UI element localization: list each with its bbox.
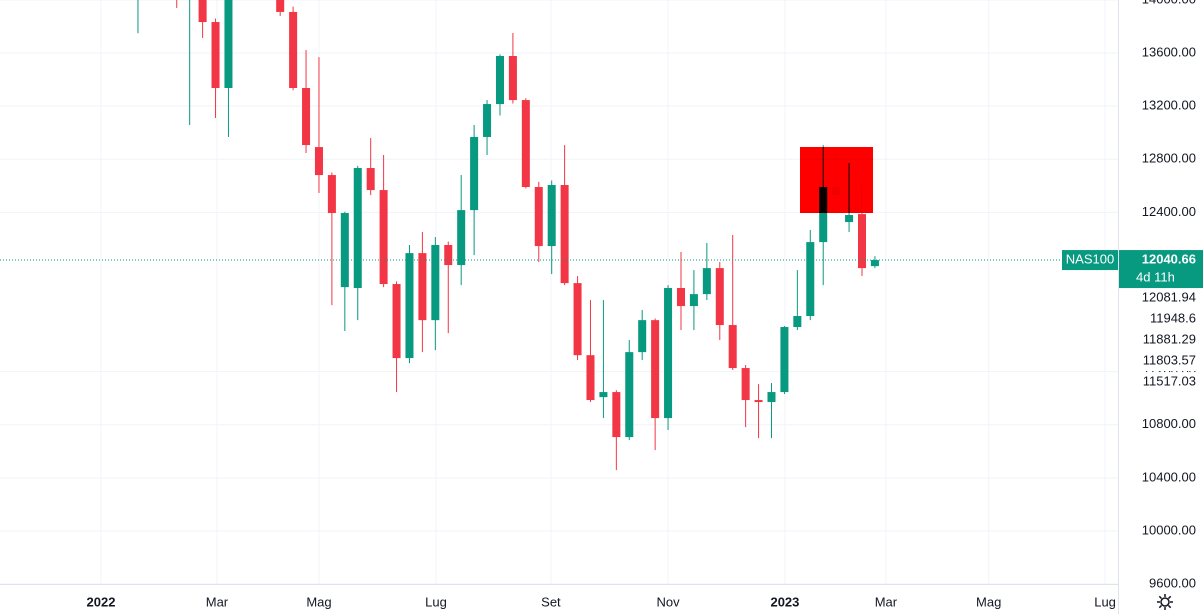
candle-body xyxy=(664,288,673,419)
candle-body xyxy=(754,400,763,403)
countdown-label: 4d 11h xyxy=(1136,269,1175,284)
y-tick-label: 12800.00 xyxy=(1142,151,1196,166)
y-tick-label: 10000.00 xyxy=(1142,522,1196,537)
candle-body xyxy=(392,284,401,359)
candle-body xyxy=(870,260,879,267)
candle-body xyxy=(457,210,466,266)
candle-body xyxy=(547,185,556,247)
y-tick-label: 10400.00 xyxy=(1142,469,1196,484)
candle-body xyxy=(767,392,776,403)
y-tick-label: 12400.00 xyxy=(1142,204,1196,219)
price-label: 11881.29 xyxy=(1143,331,1196,346)
x-tick-label: Mar xyxy=(206,594,229,609)
candle-body xyxy=(211,22,220,88)
price-label-bg xyxy=(1119,288,1203,309)
price-label: 12081.94 xyxy=(1142,289,1196,304)
candle-body xyxy=(224,0,233,88)
last-price-label: 12040.66 xyxy=(1142,251,1196,266)
x-tick-label: Mag xyxy=(306,594,331,609)
candle-body xyxy=(418,253,427,321)
candle-body xyxy=(483,104,492,137)
candle-body xyxy=(444,245,453,266)
x-tick-label: 2023 xyxy=(770,594,799,609)
price-label-bg xyxy=(1119,330,1203,351)
y-tick-label: 13600.00 xyxy=(1142,45,1196,60)
symbol-label: NAS100 xyxy=(1066,251,1114,266)
x-tick-label: Mag xyxy=(976,594,1001,609)
candle-body xyxy=(327,175,336,214)
candle-body xyxy=(470,136,479,211)
candle-body xyxy=(857,214,867,269)
x-tick-label: Nov xyxy=(656,594,680,609)
candle-body xyxy=(819,187,828,243)
y-tick-label: 13200.00 xyxy=(1142,98,1196,113)
candle-body xyxy=(586,355,595,401)
price-label-bg xyxy=(1119,372,1203,393)
candle-body xyxy=(741,368,750,401)
candle-body xyxy=(625,352,634,438)
x-tick-label: Set xyxy=(541,594,561,609)
price-label-bg xyxy=(1119,309,1203,330)
candle-body xyxy=(379,190,388,285)
settings-icon[interactable] xyxy=(1157,594,1173,610)
candle-body xyxy=(495,56,504,105)
price-label-bg xyxy=(1119,351,1203,372)
symbol-badge xyxy=(1062,250,1118,271)
candle-body xyxy=(780,327,789,393)
y-tick-label: 14000.00 xyxy=(1142,0,1196,6)
candle-body xyxy=(508,56,517,101)
candle-body xyxy=(806,242,815,317)
candle-body xyxy=(702,268,711,295)
y-tick-label: 9600.00 xyxy=(1149,575,1196,590)
candle-body xyxy=(534,187,543,247)
highlight-box xyxy=(800,147,873,213)
candle-body xyxy=(638,320,647,353)
candle-body xyxy=(302,87,311,146)
price-label: 11948.6 xyxy=(1150,310,1196,325)
price-label: 11517.03 xyxy=(1143,373,1196,388)
x-tick-label: Mar xyxy=(875,594,898,609)
candle-body xyxy=(366,168,375,191)
candle-body xyxy=(728,325,737,369)
x-tick-label: 2022 xyxy=(87,594,116,609)
candle-body xyxy=(612,392,621,438)
candle-body xyxy=(198,0,207,23)
candle-body xyxy=(689,294,698,307)
candle-body xyxy=(276,0,285,12)
candle-body xyxy=(405,253,414,359)
candle-body xyxy=(521,100,530,188)
candles xyxy=(0,0,1118,471)
candle-body xyxy=(715,268,724,326)
candle-body xyxy=(599,392,608,398)
grid xyxy=(0,0,1118,585)
candle-body xyxy=(573,283,582,356)
candle-body xyxy=(845,215,854,223)
candle-body xyxy=(793,316,802,328)
candle-body xyxy=(340,213,349,288)
candle-body xyxy=(676,288,685,307)
candle-body xyxy=(651,320,660,419)
candle-body xyxy=(289,11,298,88)
candle-body xyxy=(314,147,323,176)
candle-body xyxy=(431,245,440,321)
candle-body xyxy=(353,168,362,289)
x-tick-label: Lug xyxy=(425,594,447,609)
price-label: 11803.57 xyxy=(1143,352,1196,367)
candle-body xyxy=(560,185,569,284)
x-tick-label: Lug xyxy=(1094,594,1116,609)
y-tick-label: 10800.00 xyxy=(1142,416,1196,431)
price-badge xyxy=(1119,250,1203,289)
